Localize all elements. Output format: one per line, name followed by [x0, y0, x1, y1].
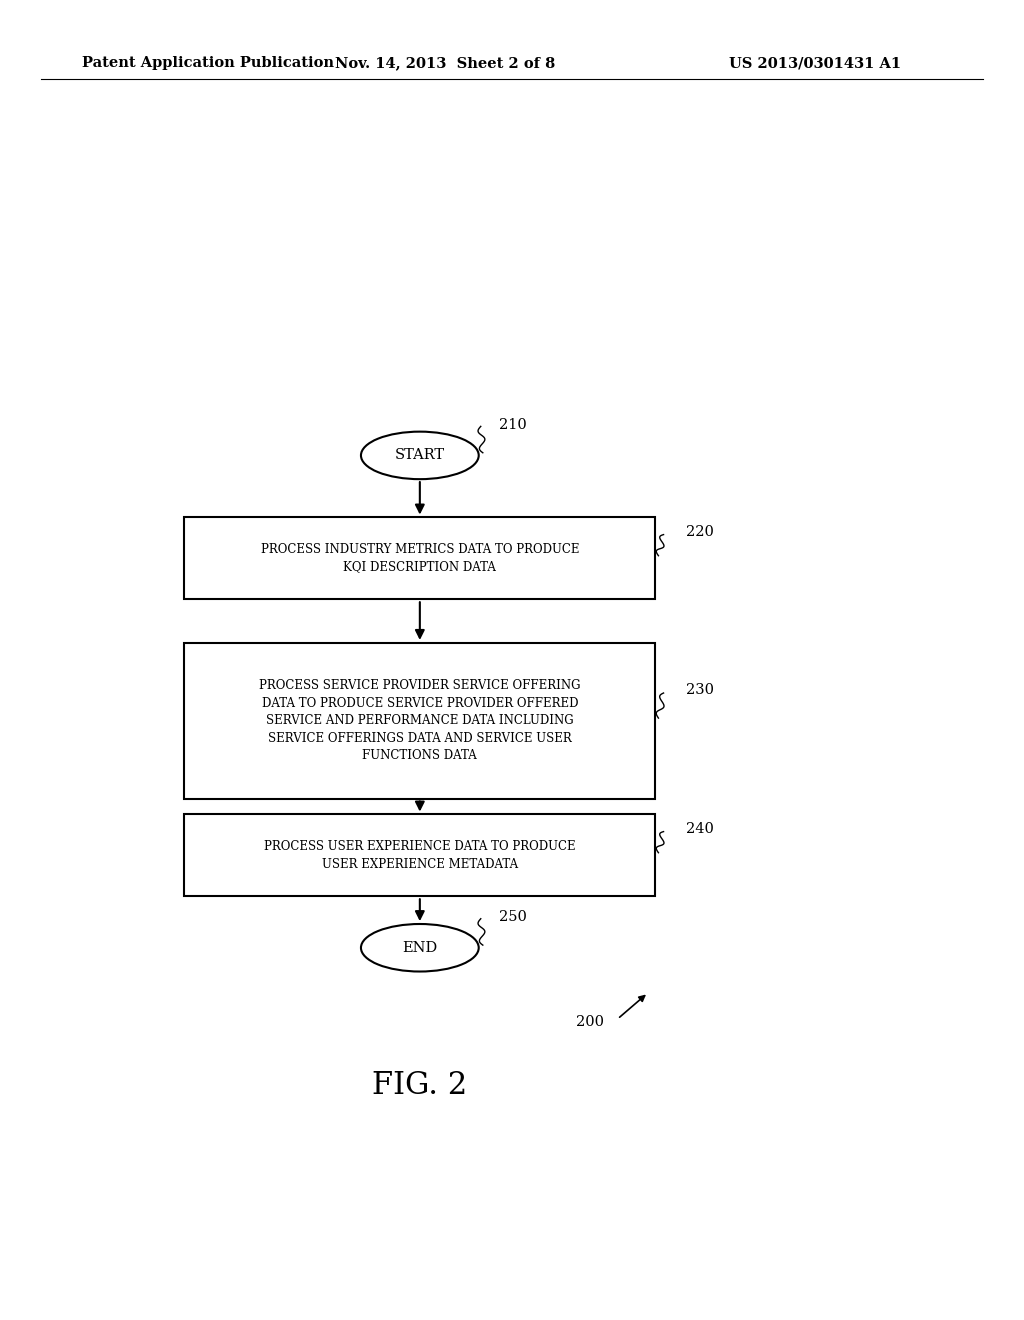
Text: 240: 240	[686, 821, 714, 836]
Text: Nov. 14, 2013  Sheet 2 of 8: Nov. 14, 2013 Sheet 2 of 8	[335, 57, 556, 70]
Text: 230: 230	[686, 682, 714, 697]
Text: Patent Application Publication: Patent Application Publication	[82, 57, 334, 70]
Text: PROCESS SERVICE PROVIDER SERVICE OFFERING
DATA TO PRODUCE SERVICE PROVIDER OFFER: PROCESS SERVICE PROVIDER SERVICE OFFERIN…	[259, 680, 581, 762]
FancyBboxPatch shape	[184, 814, 655, 896]
FancyBboxPatch shape	[184, 643, 655, 799]
Text: 250: 250	[500, 909, 527, 924]
Text: PROCESS INDUSTRY METRICS DATA TO PRODUCE
KQI DESCRIPTION DATA: PROCESS INDUSTRY METRICS DATA TO PRODUCE…	[260, 543, 580, 574]
Text: 210: 210	[500, 417, 527, 432]
Text: US 2013/0301431 A1: US 2013/0301431 A1	[729, 57, 901, 70]
Text: PROCESS USER EXPERIENCE DATA TO PRODUCE
USER EXPERIENCE METADATA: PROCESS USER EXPERIENCE DATA TO PRODUCE …	[264, 840, 575, 871]
FancyBboxPatch shape	[184, 517, 655, 599]
Text: START: START	[395, 449, 444, 462]
Ellipse shape	[360, 432, 478, 479]
Text: FIG. 2: FIG. 2	[372, 1069, 468, 1101]
Text: 220: 220	[686, 524, 714, 539]
Text: END: END	[402, 941, 437, 954]
Text: 200: 200	[577, 1015, 604, 1028]
Ellipse shape	[360, 924, 478, 972]
